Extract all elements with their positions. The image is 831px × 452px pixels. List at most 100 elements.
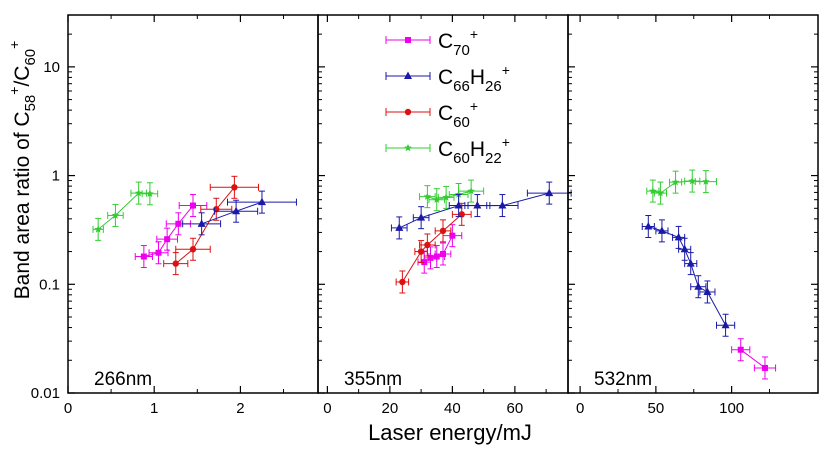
x-tick-label: 0 [64, 400, 72, 417]
data-point [473, 201, 482, 209]
data-point [449, 232, 456, 239]
legend-marker [404, 144, 412, 152]
data-point [686, 259, 695, 267]
series-C70 [134, 194, 208, 269]
data-point [197, 219, 206, 227]
data-point [671, 178, 680, 186]
data-point [498, 201, 507, 209]
legend-entry-C70: C70+ [385, 26, 478, 59]
data-point [231, 184, 238, 191]
data-point [680, 244, 689, 253]
y-axis-label: Band area ratio of C58+/C60+ [6, 41, 39, 300]
data-point [424, 241, 431, 249]
legend-entry-C60H22: C60H22+ [385, 134, 510, 167]
legend: C70+C66H26+C60+C60H22+ [385, 26, 510, 167]
data-point [737, 346, 744, 353]
data-point [417, 248, 425, 255]
data-point [439, 227, 447, 235]
data-point [433, 253, 440, 260]
data-point [458, 211, 465, 218]
data-point [423, 192, 432, 200]
data-point [257, 197, 266, 206]
legend-marker [405, 37, 411, 43]
y-tick-label: 1 [52, 168, 60, 185]
series-line [175, 186, 235, 264]
x-tick-label: 2 [236, 400, 244, 417]
data-point [721, 320, 730, 329]
data-point [111, 211, 120, 219]
data-point [703, 287, 712, 295]
panel-355nm: 0 20 40 60 355nm [317, 14, 572, 417]
legend-label: C70+ [438, 26, 478, 59]
x-tick-label: 50 [648, 400, 665, 417]
data-point [467, 187, 475, 195]
series-C66H26 [182, 190, 297, 236]
data-point [190, 202, 196, 209]
data-point [146, 189, 154, 197]
data-point [432, 195, 441, 203]
data-point [545, 188, 554, 197]
x-tick-label: 0 [323, 400, 331, 417]
data-point [702, 177, 710, 185]
data-point [175, 220, 182, 227]
data-point [440, 250, 446, 257]
y-tick-label: 0.01 [31, 385, 60, 402]
x-tick-label: 60 [507, 400, 524, 417]
data-point [688, 177, 696, 185]
series-line [97, 192, 150, 230]
panel-wavelength-label: 266nm [94, 369, 152, 390]
series-line [648, 226, 727, 326]
data-point [442, 193, 450, 201]
series-C60H22 [419, 179, 485, 212]
data-point [189, 246, 197, 253]
series-line [399, 192, 550, 229]
series-C70 [417, 224, 463, 274]
legend-label: C60+ [438, 98, 478, 131]
series-C60H22 [92, 181, 159, 241]
data-point [674, 232, 683, 241]
data-point [421, 259, 428, 266]
data-point [399, 278, 406, 286]
y-tick-label: 10 [43, 59, 60, 76]
y-tick-label: 0.1 [39, 276, 60, 293]
data-point [657, 226, 666, 234]
series-C70 [731, 338, 777, 380]
x-tick-label: 20 [382, 400, 399, 417]
panel-532nm: 0 50 100 532nm [567, 14, 819, 417]
data-point [417, 213, 426, 221]
data-point [644, 222, 653, 230]
x-tick-label: 1 [150, 400, 158, 417]
series-line [740, 349, 766, 369]
series-C66H26 [641, 215, 736, 337]
x-tick-label: 0 [576, 400, 584, 417]
series-C60H22 [646, 169, 717, 205]
x-tick-label: 100 [719, 400, 744, 417]
data-point [94, 225, 102, 233]
panel-wavelength-label: 532nm [594, 369, 652, 390]
data-point [694, 282, 703, 290]
series-C66H26 [390, 181, 572, 240]
panel-frame [567, 14, 819, 394]
legend-label: C60H22+ [438, 134, 510, 167]
panel-wavelength-label: 355nm [344, 369, 402, 390]
data-point [172, 260, 179, 267]
series-C60 [395, 202, 472, 294]
data-point [140, 253, 147, 260]
data-point [761, 364, 768, 371]
data-point [134, 189, 143, 197]
data-point [656, 189, 665, 197]
data-point [395, 223, 404, 231]
legend-marker [404, 71, 412, 79]
data-point [155, 249, 162, 256]
data-point [427, 254, 434, 261]
legend-label: C66H26+ [438, 62, 510, 95]
data-point [454, 201, 463, 209]
legend-entry-C60: C60+ [385, 98, 478, 131]
x-tick-label: 40 [444, 400, 461, 417]
legend-entry-C66H26: C66H26+ [385, 62, 510, 95]
x-axis-label: Laser energy/mJ [368, 420, 532, 445]
panel-266nm: 0 1 2 266nm [64, 14, 319, 417]
data-point [164, 236, 171, 243]
series-C60 [163, 175, 260, 276]
